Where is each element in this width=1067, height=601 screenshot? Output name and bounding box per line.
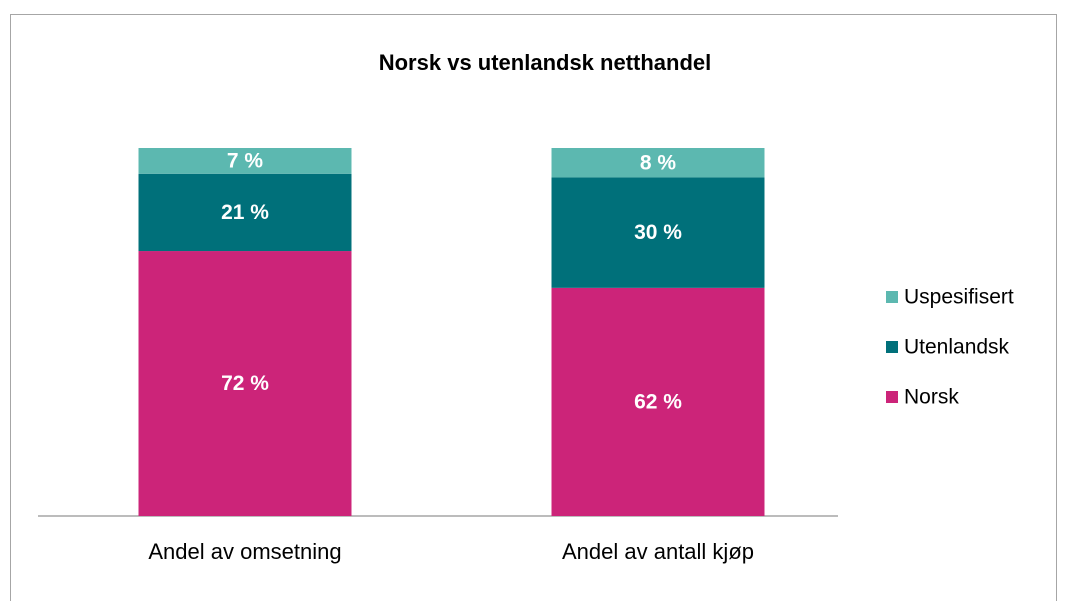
data-label: 30 % [634, 221, 682, 244]
chart-title: Norsk vs utenlandsk netthandel [379, 50, 712, 75]
data-label: 62 % [634, 390, 682, 413]
data-label: 7 % [227, 149, 264, 172]
legend-label: Uspesifisert [904, 286, 1014, 309]
x-tick-label: Andel av antall kjøp [562, 539, 754, 564]
legend-swatch [886, 341, 898, 353]
bar-segment [551, 148, 765, 178]
legend-label: Norsk [904, 386, 959, 409]
bar-segment [138, 148, 352, 174]
legend-label: Utenlandsk [904, 336, 1010, 359]
x-tick-label: Andel av omsetning [148, 539, 341, 564]
bar-segment [138, 173, 352, 252]
data-label: 8 % [640, 151, 677, 174]
legend-swatch [886, 391, 898, 403]
bar-segment [551, 287, 765, 516]
bar-segment [138, 251, 352, 517]
data-label: 72 % [221, 372, 269, 395]
legend-swatch [886, 291, 898, 303]
bar-segment [551, 177, 765, 288]
data-label: 21 % [221, 201, 269, 224]
